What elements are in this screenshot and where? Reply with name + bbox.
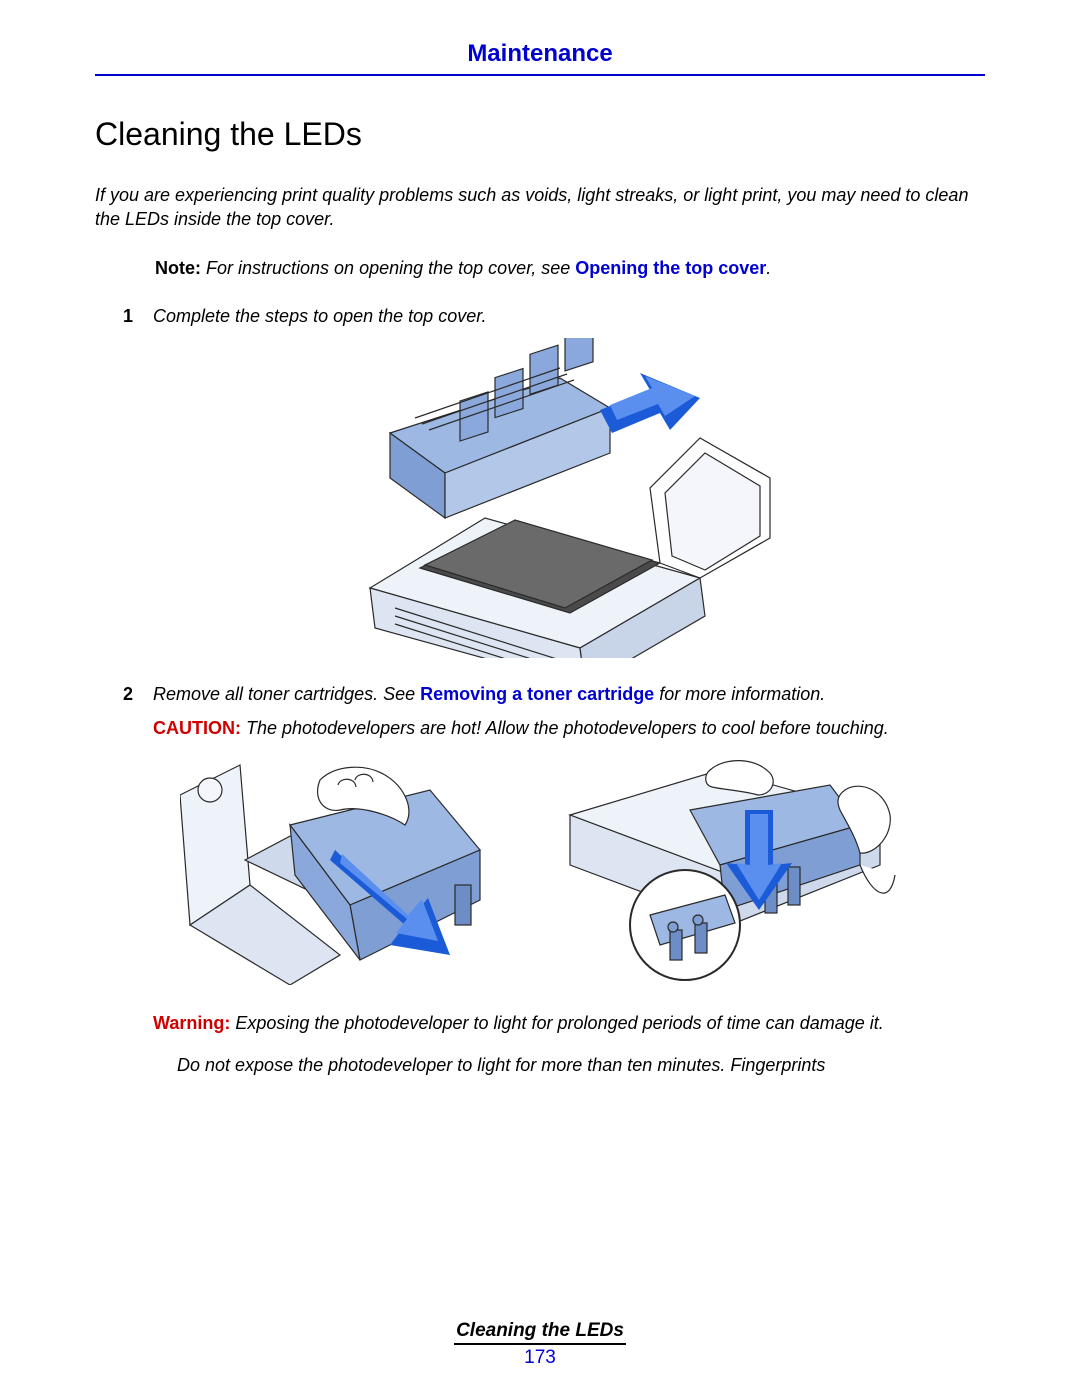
warning-paragraph-line2: Do not expose the photodeveloper to ligh… <box>177 1053 985 1077</box>
warning-paragraph-line1: Warning: Exposing the photodeveloper to … <box>153 1011 985 1035</box>
step-2-text: Remove all toner cartridges. See Removin… <box>153 682 825 706</box>
step-1-number: 1 <box>123 304 153 328</box>
remove-cartridge-illustration-right <box>560 755 900 985</box>
header-title: Maintenance <box>95 40 985 68</box>
step-1: 1 Complete the steps to open the top cov… <box>123 304 985 328</box>
warning-label: Warning: <box>153 1013 230 1033</box>
intro-paragraph: If you are experiencing print quality pr… <box>95 183 985 232</box>
document-page: Maintenance Cleaning the LEDs If you are… <box>0 0 1080 1397</box>
note-label: Note: <box>155 258 201 278</box>
remove-cartridge-illustration-left <box>180 755 520 985</box>
caution-label: CAUTION: <box>153 718 241 738</box>
step-2-number: 2 <box>123 682 153 706</box>
step-2-link[interactable]: Removing a toner cartridge <box>420 684 654 704</box>
note-link[interactable]: Opening the top cover <box>575 258 766 278</box>
note-text-before: For instructions on opening the top cove… <box>201 258 575 278</box>
warning-text-line1: Exposing the photodeveloper to light for… <box>230 1013 883 1033</box>
arrow-icon <box>600 373 700 433</box>
section-heading: Cleaning the LEDs <box>95 116 985 153</box>
step-2: 2 Remove all toner cartridges. See Remov… <box>123 682 985 706</box>
page-footer: Cleaning the LEDs 173 <box>0 1320 1080 1369</box>
step-1-text: Complete the steps to open the top cover… <box>153 304 487 328</box>
figure-1 <box>95 338 985 658</box>
caution-paragraph: CAUTION: The photodevelopers are hot! Al… <box>153 716 985 740</box>
figure-2-row <box>95 755 985 985</box>
footer-title: Cleaning the LEDs <box>454 1320 626 1345</box>
note-paragraph: Note: For instructions on opening the to… <box>155 256 985 280</box>
step-2-text-before: Remove all toner cartridges. See <box>153 684 420 704</box>
header-rule <box>95 74 985 76</box>
caution-text: The photodevelopers are hot! Allow the p… <box>241 718 889 738</box>
note-text-after: . <box>766 258 771 278</box>
printer-open-cover-illustration <box>300 338 780 658</box>
footer-page-number: 173 <box>0 1347 1080 1369</box>
step-2-text-after: for more information. <box>654 684 825 704</box>
